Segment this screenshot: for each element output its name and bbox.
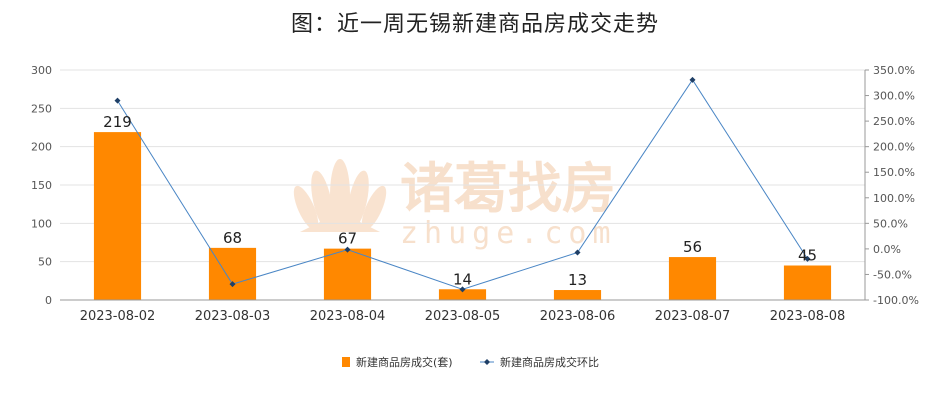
legend-label-bar: 新建商品房成交(套) [356, 355, 453, 369]
legend-swatch-bar [342, 357, 350, 367]
legend-marker-line [484, 359, 490, 365]
line-point [114, 97, 121, 104]
line-point [344, 246, 351, 253]
bar-data-label: 45 [798, 247, 817, 265]
y-right-tick-label: 100.0% [873, 192, 915, 205]
zhuge-logo-icon [293, 159, 387, 232]
x-tick-label: 2023-08-04 [310, 309, 386, 324]
bar-data-label: 14 [453, 270, 472, 288]
x-tick-label: 2023-08-05 [425, 309, 501, 324]
y-right-tick-label: 150.0% [873, 166, 915, 179]
legend-label-line: 新建商品房成交环比 [500, 355, 599, 369]
y-left-tick-label: 100 [31, 217, 52, 230]
bar [93, 132, 142, 300]
y-right-tick-label: -100.0% [873, 294, 919, 307]
y-axis-left: 0 50 100 150 200 250 300 [31, 64, 52, 307]
line-point [574, 249, 581, 256]
y-left-tick-label: 0 [45, 294, 52, 307]
bar-series [93, 132, 832, 300]
x-tick-label: 2023-08-07 [655, 309, 731, 324]
watermark-domain: zhuge.com [400, 216, 617, 251]
y-right-tick-label: 350.0% [873, 64, 915, 77]
bar-data-label: 219 [103, 113, 132, 131]
legend: 新建商品房成交(套) 新建商品房成交环比 [342, 355, 599, 369]
x-axis: 2023-08-02 2023-08-03 2023-08-04 2023-08-05… [60, 299, 865, 324]
y-right-tick-label: 50.0% [873, 217, 908, 230]
line-point [689, 76, 696, 83]
y-left-tick-label: 200 [31, 141, 52, 154]
bar [323, 248, 372, 300]
x-tick-label: 2023-08-06 [540, 309, 616, 324]
y-right-tick-label: 300.0% [873, 90, 915, 103]
bar [783, 265, 832, 300]
y-right-tick-label: -50.0% [873, 268, 912, 281]
y-left-tick-label: 300 [31, 64, 52, 77]
x-tick-label: 2023-08-03 [195, 309, 271, 324]
line-point [229, 281, 236, 288]
line-point [804, 255, 811, 262]
y-right-tick-label: 200.0% [873, 141, 915, 154]
data-labels: 219 68 67 14 13 56 45 [103, 113, 817, 289]
y-left-tick-label: 150 [31, 179, 52, 192]
bar-data-label: 68 [223, 229, 242, 247]
x-tick-label: 2023-08-08 [770, 309, 846, 324]
y-left-tick-label: 250 [31, 102, 52, 115]
bar-data-label: 67 [338, 230, 357, 248]
line-series [114, 76, 811, 293]
bar-data-label: 56 [683, 238, 702, 256]
bar [668, 257, 717, 300]
y-right-tick-label: 250.0% [873, 115, 915, 128]
x-tick-label: 2023-08-02 [80, 309, 156, 324]
bar [208, 247, 257, 300]
chart-title: 图：近一周无锡新建商品房成交走势 [290, 12, 659, 37]
y-left-tick-label: 50 [38, 256, 52, 269]
bar [438, 289, 487, 300]
gridlines [60, 69, 865, 301]
y-axis-right: -100.0% -50.0% 0.0% 50.0% 100.0% 150.0% 200.0%… [864, 64, 919, 307]
line-point [459, 286, 466, 293]
bar [553, 290, 602, 300]
y-right-tick-label: 0.0% [873, 243, 901, 256]
watermark-brand: 诸葛找房 [400, 157, 616, 220]
bar-data-label: 13 [568, 271, 587, 289]
